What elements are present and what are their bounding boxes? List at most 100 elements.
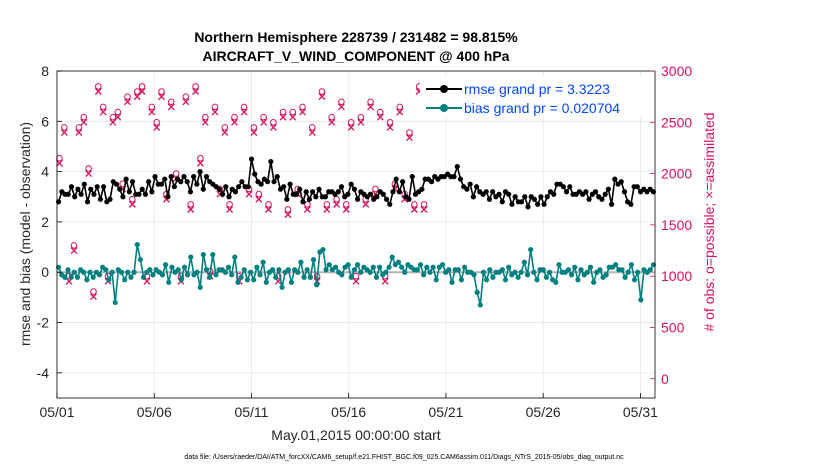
rmse-point	[168, 174, 174, 180]
legend-rmse-label: rmse grand pr = 3.3223	[464, 81, 610, 97]
y-tick-label-left: 0	[41, 264, 49, 280]
bias-point	[112, 299, 118, 306]
bias-point	[367, 269, 373, 275]
rmse-point	[219, 191, 226, 197]
obs-assimilated-marker	[357, 118, 365, 126]
rmse-point	[126, 189, 132, 195]
bias-point	[587, 264, 594, 270]
bias-point	[528, 246, 534, 253]
obs-assimilated-marker	[352, 277, 360, 285]
bias-point	[458, 277, 465, 283]
obs-possible-marker	[240, 103, 248, 111]
rmse-point	[158, 181, 165, 187]
rmse-point	[345, 191, 351, 197]
bias-point	[568, 272, 575, 278]
obs-possible-marker	[304, 201, 311, 208]
bias-point	[471, 272, 477, 278]
bias-point	[194, 269, 200, 275]
rmse-point	[473, 184, 480, 190]
obs-possible-marker	[265, 201, 272, 208]
rmse-point	[486, 196, 493, 202]
bias-point	[638, 297, 644, 303]
bias-point	[534, 277, 540, 283]
obs-possible-marker	[270, 118, 277, 126]
rmse-point	[239, 179, 245, 185]
bias-point	[358, 269, 364, 275]
rmse-point	[567, 184, 573, 190]
rmse-point	[457, 176, 464, 182]
y-tick-label-left: 4	[41, 164, 49, 180]
bias-point	[603, 272, 609, 278]
obs-possible-marker	[197, 154, 204, 162]
rmse-point	[84, 199, 91, 205]
obs-assimilated-marker	[167, 103, 175, 111]
rmse-point	[538, 194, 544, 200]
rmse-point	[187, 189, 194, 195]
rmse-point	[490, 189, 496, 195]
obs-assimilated-marker	[396, 108, 404, 116]
bias-point	[521, 259, 527, 265]
rmse-point	[535, 201, 541, 207]
bias-point	[540, 267, 546, 273]
obs-assimilated-marker	[124, 98, 131, 106]
rmse-point	[608, 201, 615, 207]
rmse-point	[236, 184, 242, 190]
obs-assimilated-marker	[55, 159, 63, 167]
bias-point	[71, 269, 77, 275]
bias-point	[90, 274, 96, 280]
bias-point	[512, 269, 518, 275]
bias-point	[254, 264, 260, 270]
rmse-point	[335, 189, 341, 195]
rmse-point	[139, 186, 145, 192]
bias-point	[461, 264, 468, 270]
bias-point	[575, 277, 581, 283]
bias-point	[65, 267, 71, 273]
obs-assimilated-marker	[196, 159, 204, 167]
bias-point	[351, 267, 358, 273]
obs-assimilated-marker	[386, 123, 394, 131]
bias-point	[122, 277, 128, 283]
rmse-point	[191, 174, 197, 180]
bias-point	[484, 277, 490, 283]
rmse-point	[599, 196, 605, 202]
obs-possible-marker	[109, 113, 117, 121]
bias-point	[257, 272, 263, 278]
obs-assimilated-marker	[245, 190, 253, 198]
rmse-point	[223, 184, 229, 190]
bias-point	[487, 267, 493, 273]
rmse-point	[419, 186, 425, 192]
obs-possible-marker	[406, 129, 413, 136]
obs-assimilated-marker	[94, 88, 102, 95]
obs-assimilated-marker	[367, 103, 375, 111]
bias-point	[515, 274, 521, 280]
rmse-point	[518, 199, 525, 205]
obs-possible-marker	[250, 124, 258, 131]
obs-assimilated-marker	[138, 88, 146, 95]
rmse-point	[409, 174, 415, 180]
bias-point	[301, 274, 307, 280]
bias-point	[185, 272, 191, 278]
rmse-point	[309, 189, 316, 195]
obs-possible-marker	[124, 93, 131, 100]
rmse-point	[258, 181, 264, 187]
obs-possible-marker	[153, 118, 160, 126]
obs-assimilated-marker	[128, 200, 136, 208]
bias-point	[455, 267, 461, 273]
rmse-point	[226, 194, 232, 200]
bias-point	[137, 257, 144, 263]
bias-point	[625, 269, 631, 275]
bias-point	[106, 277, 112, 283]
rmse-point	[544, 194, 550, 200]
bias-point	[389, 254, 395, 260]
legend-bias-label: bias grand pr = 0.020704	[464, 100, 620, 116]
obs-assimilated-marker	[153, 123, 161, 131]
obs-assimilated-marker	[158, 93, 165, 101]
obs-assimilated-marker	[308, 129, 316, 137]
bias-point	[225, 264, 232, 270]
rmse-point	[531, 196, 538, 202]
rmse-point	[506, 191, 512, 197]
y-tick-label-left: 2	[41, 214, 49, 230]
plot-area	[57, 71, 655, 398]
bias-point	[433, 277, 439, 283]
obs-assimilated-marker	[90, 293, 97, 301]
